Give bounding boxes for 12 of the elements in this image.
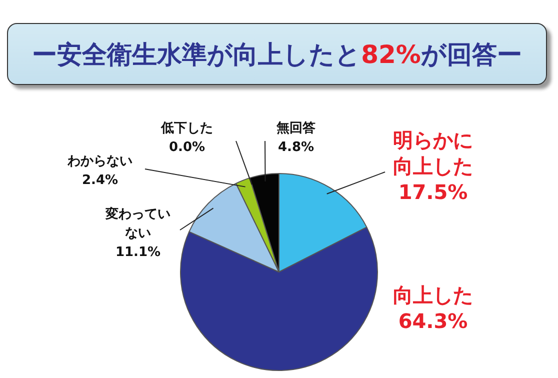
data-label: 2.4% — [82, 172, 118, 188]
slice-label: わからない — [66, 154, 132, 169]
slice-label: 向上した — [393, 283, 473, 308]
data-label: 17.5% — [398, 180, 468, 204]
data-label: 11.1% — [115, 244, 161, 260]
category-label: 低下した — [161, 120, 213, 136]
slice-label: 無回答 — [276, 120, 316, 136]
slice-label: 変わっていない — [104, 206, 170, 241]
text: 0.0% — [168, 140, 206, 155]
data-label: 64.3% — [398, 309, 468, 334]
data-label: 4.8% — [278, 140, 314, 155]
slice-label: 明らかに向上した — [393, 128, 473, 178]
